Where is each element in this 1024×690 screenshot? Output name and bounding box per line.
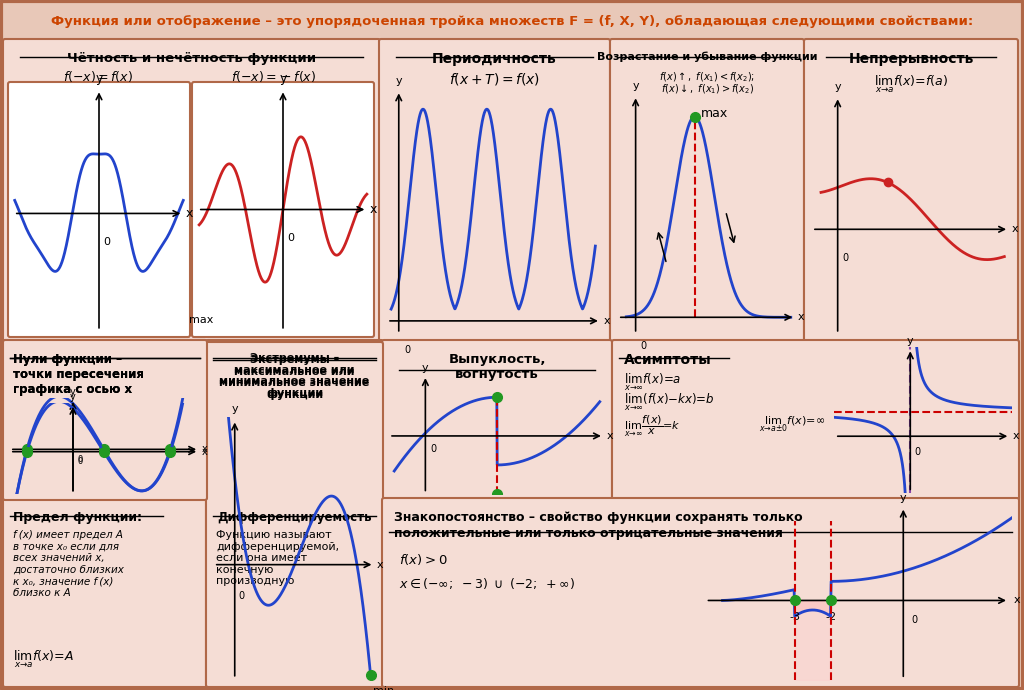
- Text: Возрастание и убывание функции: Возрастание и убывание функции: [597, 52, 817, 63]
- Text: 0: 0: [78, 455, 83, 464]
- Text: x: x: [202, 446, 208, 457]
- FancyBboxPatch shape: [206, 498, 383, 687]
- Text: 0: 0: [843, 253, 849, 263]
- Text: Нули функции –
точки пересечения
графика с осью x: Нули функции – точки пересечения графика…: [13, 353, 144, 396]
- Text: x: x: [1012, 224, 1019, 235]
- Text: $f(x){\uparrow},\ f(x_1){<}f(x_2);$: $f(x){\uparrow},\ f(x_1){<}f(x_2);$: [659, 70, 755, 83]
- Text: y: y: [835, 81, 841, 92]
- Text: Дифференцируемость: Дифференцируемость: [217, 511, 372, 524]
- FancyBboxPatch shape: [1, 1, 1023, 43]
- Text: x: x: [377, 560, 383, 570]
- FancyBboxPatch shape: [379, 39, 610, 342]
- FancyBboxPatch shape: [193, 82, 374, 337]
- Text: x: x: [604, 316, 610, 326]
- Text: Предел функции:: Предел функции:: [13, 511, 142, 524]
- Text: y: y: [95, 72, 102, 85]
- Text: y: y: [231, 404, 238, 415]
- Text: $\lim_{x\to a}f(x)=f(a)$: $\lim_{x\to a}f(x)=f(a)$: [874, 73, 948, 95]
- Text: x: x: [1013, 431, 1020, 441]
- FancyBboxPatch shape: [206, 342, 383, 687]
- Text: $\lim_{x\to\infty}\dfrac{f(x)}{x}=k$: $\lim_{x\to\infty}\dfrac{f(x)}{x}=k$: [624, 414, 681, 439]
- Text: $\lim_{x\to a\pm 0}f(x)=\infty$: $\lim_{x\to a\pm 0}f(x)=\infty$: [759, 414, 825, 434]
- Text: 0: 0: [103, 237, 111, 247]
- Text: max: max: [700, 107, 728, 119]
- Text: x: x: [1014, 595, 1020, 605]
- Text: $f(-x)=f(x)$: $f(-x)=f(x)$: [63, 69, 133, 84]
- Text: y: y: [280, 72, 287, 85]
- Text: $\lim_{x\to\infty}(f(x)-kx)=b$: $\lim_{x\to\infty}(f(x)-kx)=b$: [624, 392, 715, 413]
- Text: Непрерывность: Непрерывность: [848, 52, 974, 66]
- Text: y: y: [395, 75, 402, 86]
- Text: -3: -3: [790, 611, 800, 622]
- Text: x: x: [202, 444, 208, 454]
- FancyBboxPatch shape: [612, 340, 1019, 500]
- Text: 0: 0: [431, 444, 437, 453]
- FancyBboxPatch shape: [3, 340, 207, 500]
- Text: $f(x)>0$: $f(x)>0$: [399, 552, 447, 567]
- Text: 0: 0: [404, 345, 411, 355]
- Text: $x\in(-\infty;\ -3)\ \cup\ (-2;\ +\infty)$: $x\in(-\infty;\ -3)\ \cup\ (-2;\ +\infty…: [399, 576, 574, 591]
- Text: $f(x){\downarrow},\ f(x_1){>}f(x_2)$: $f(x){\downarrow},\ f(x_1){>}f(x_2)$: [660, 82, 754, 96]
- Text: 0: 0: [911, 615, 918, 625]
- Text: Выпуклость,
вогнутость: Выпуклость, вогнутость: [449, 353, 546, 381]
- Text: x: x: [798, 313, 805, 322]
- Text: y: y: [900, 493, 906, 503]
- FancyBboxPatch shape: [382, 498, 1019, 687]
- Text: 0: 0: [640, 341, 646, 351]
- FancyBboxPatch shape: [3, 39, 380, 342]
- Text: Чётность и нечётность функции: Чётность и нечётность функции: [67, 52, 316, 65]
- Text: x: x: [607, 431, 613, 441]
- Text: y: y: [632, 81, 639, 90]
- Text: f (x) имеет предел A
в точке x₀ если для
всех значений x,
достаточно близких
к x: f (x) имеет предел A в точке x₀ если для…: [13, 530, 124, 598]
- Text: положительные или только отрицательные значения: положительные или только отрицательные з…: [394, 527, 783, 540]
- FancyBboxPatch shape: [3, 340, 207, 500]
- FancyBboxPatch shape: [206, 340, 383, 500]
- FancyBboxPatch shape: [610, 39, 804, 342]
- FancyBboxPatch shape: [8, 82, 190, 337]
- Text: $\lim_{x\to a}f(x)=A$: $\lim_{x\to a}f(x)=A$: [13, 648, 74, 670]
- Text: Нули функции –
точки пересечения
графика с осью x: Нули функции – точки пересечения графика…: [13, 353, 144, 396]
- Text: x: x: [186, 207, 194, 220]
- Text: Функция или отображение – это упорядоченная тройка множеств F = (f, X, Y), облад: Функция или отображение – это упорядочен…: [51, 15, 973, 28]
- FancyBboxPatch shape: [804, 39, 1018, 342]
- Text: y: y: [907, 335, 913, 346]
- Text: -2: -2: [825, 611, 837, 622]
- Text: Периодичность: Периодичность: [432, 52, 557, 66]
- Text: y: y: [422, 363, 429, 373]
- Text: y: y: [70, 387, 76, 397]
- Text: $f(-x)=-f(x)$: $f(-x)=-f(x)$: [231, 69, 316, 84]
- Text: 0: 0: [288, 233, 294, 244]
- Text: $\lim_{x\to\infty}f(x)=a$: $\lim_{x\to\infty}f(x)=a$: [624, 372, 681, 393]
- Text: 0: 0: [78, 457, 83, 466]
- Text: Знакопостоянство – свойство функции сохранять только: Знакопостоянство – свойство функции сохр…: [394, 511, 803, 524]
- Text: Функцию называют
дифференцируемой,
если она имеет
конечную
производную: Функцию называют дифференцируемой, если …: [216, 530, 339, 586]
- FancyBboxPatch shape: [3, 498, 207, 687]
- FancyBboxPatch shape: [382, 340, 612, 500]
- Text: y: y: [70, 392, 76, 402]
- Text: min: min: [374, 686, 394, 690]
- Text: 0: 0: [914, 447, 921, 457]
- Text: Экстремумы –
максимальное или
минимальное значение
функции: Экстремумы – максимальное или минимально…: [219, 353, 370, 398]
- Text: max: max: [188, 315, 213, 326]
- Text: 0: 0: [239, 591, 245, 601]
- Text: $f(x+T)=f(x)$: $f(x+T)=f(x)$: [449, 71, 540, 87]
- Text: Экстремумы –
максимальное или
минимальное значение
функции: Экстремумы – максимальное или минимально…: [219, 355, 370, 400]
- Text: x: x: [370, 203, 377, 216]
- Text: Асимптоты: Асимптоты: [624, 353, 712, 367]
